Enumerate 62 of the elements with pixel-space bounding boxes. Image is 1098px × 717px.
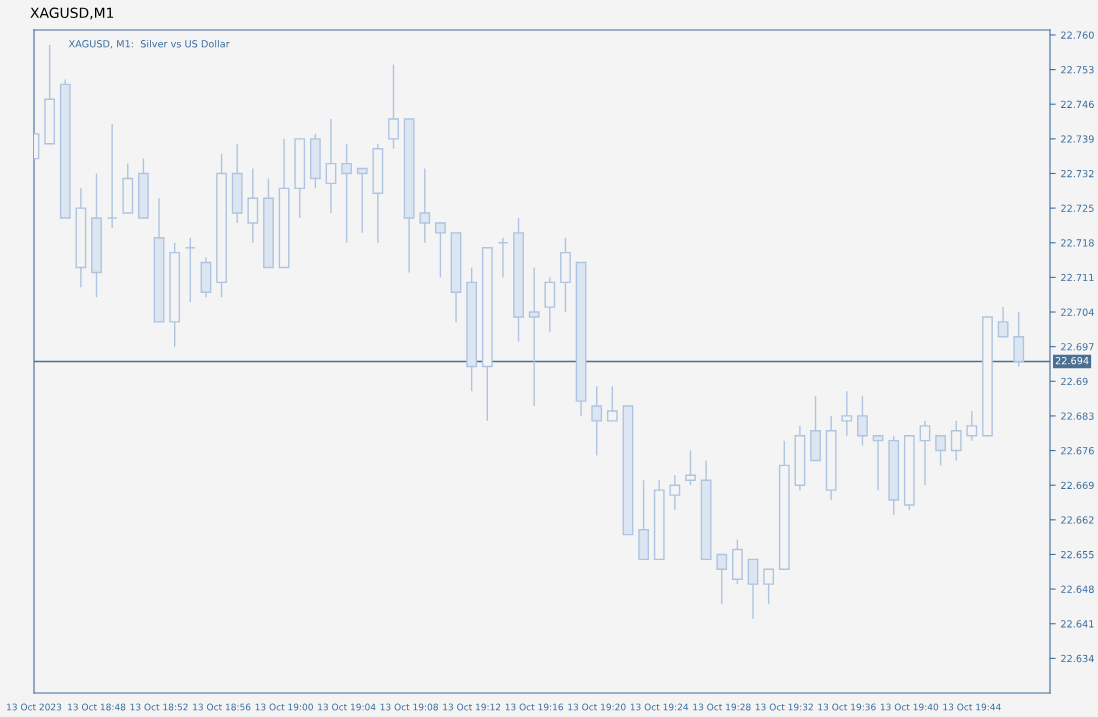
- candlestick: [919, 420, 931, 486]
- y-tick-label: 22.725: [1061, 204, 1094, 212]
- x-tick-label: 13 Oct 19:44: [943, 703, 1001, 711]
- candlestick: [435, 222, 446, 279]
- candlestick: [716, 553, 728, 605]
- y-tick-label: 22.648: [1061, 585, 1094, 593]
- x-tick-label: 13 Oct 19:04: [318, 703, 376, 711]
- x-tick-label: 13 Oct 19:00: [255, 703, 313, 711]
- x-tick-label: 13 Oct 19:36: [818, 703, 876, 711]
- candlestick: [841, 390, 853, 437]
- y-tick-label: 22.760: [1061, 31, 1094, 39]
- candlestick: [591, 385, 603, 457]
- candlestick: [997, 306, 1009, 338]
- x-tick-label: 13 Oct 18:48: [68, 703, 126, 711]
- y-tick-label: 22.69: [1061, 377, 1088, 386]
- y-tick-label: 22.669: [1061, 481, 1094, 490]
- x-tick-label: 13 Oct 19:28: [693, 703, 751, 711]
- candlestick: [356, 167, 368, 234]
- candlestick: [419, 167, 431, 244]
- candlestick: [528, 266, 540, 407]
- x-tick-label: 13 Oct 19:20: [568, 703, 626, 711]
- y-tick-label: 22.746: [1061, 100, 1094, 109]
- x-tick-label: 13 Oct 19:24: [630, 703, 689, 711]
- x-tick-label: 13 Oct 19:40: [880, 703, 939, 711]
- y-tick-label: 22.655: [1061, 550, 1094, 559]
- x-tick-label: 13 Oct 19:16: [505, 703, 564, 711]
- y-tick-label: 22.676: [1061, 447, 1094, 455]
- y-tick-label: 22.704: [1061, 308, 1094, 316]
- chart-title: XAGUSD,M1: [30, 7, 114, 20]
- candlestick: [106, 123, 118, 229]
- y-tick-label: 22.711: [1061, 273, 1094, 282]
- candlestick: [872, 435, 884, 491]
- candlestick: [763, 568, 775, 605]
- candlestick: [606, 385, 618, 422]
- candlestick: [184, 237, 196, 303]
- candlestick: [341, 143, 352, 244]
- text: XAGUSD, M1: Silver vs US Dollar: [68, 39, 230, 49]
- y-tick-label: 22.732: [1061, 169, 1094, 178]
- x-tick-label: 13 Oct 19:08: [380, 703, 438, 711]
- x-tick-label: 13 Oct 19:12: [443, 703, 501, 711]
- y-tick-label: 22.718: [1061, 239, 1094, 247]
- y-tick-label: 22.641: [1061, 620, 1094, 628]
- x-tick-label: 13 Oct 2023: [7, 703, 62, 711]
- candlestick: [966, 410, 978, 442]
- candlestick: [497, 237, 509, 279]
- y-tick-label: 22.697: [1061, 343, 1094, 351]
- candlestick: [669, 474, 681, 511]
- x-tick-label: 13 Oct 18:52: [130, 703, 188, 711]
- x-tick-label: 13 Oct 19:32: [755, 703, 813, 711]
- y-tick-label: 22.739: [1061, 135, 1094, 143]
- ref-line-label: 22.694: [1055, 356, 1089, 365]
- y-tick-label: 22.683: [1061, 412, 1094, 420]
- candlestick: [950, 420, 962, 462]
- candlestick: [935, 435, 946, 467]
- candlestick: [685, 449, 696, 486]
- candlestick: [388, 63, 399, 150]
- y-tick-label: 22.662: [1061, 516, 1094, 524]
- x-tick-label: 13 Oct 18:56: [193, 703, 251, 711]
- candlestick: [325, 118, 337, 214]
- candlestick: [857, 395, 868, 447]
- y-tick-label: 22.753: [1061, 66, 1094, 74]
- y-tick-label: 22.634: [1061, 654, 1094, 663]
